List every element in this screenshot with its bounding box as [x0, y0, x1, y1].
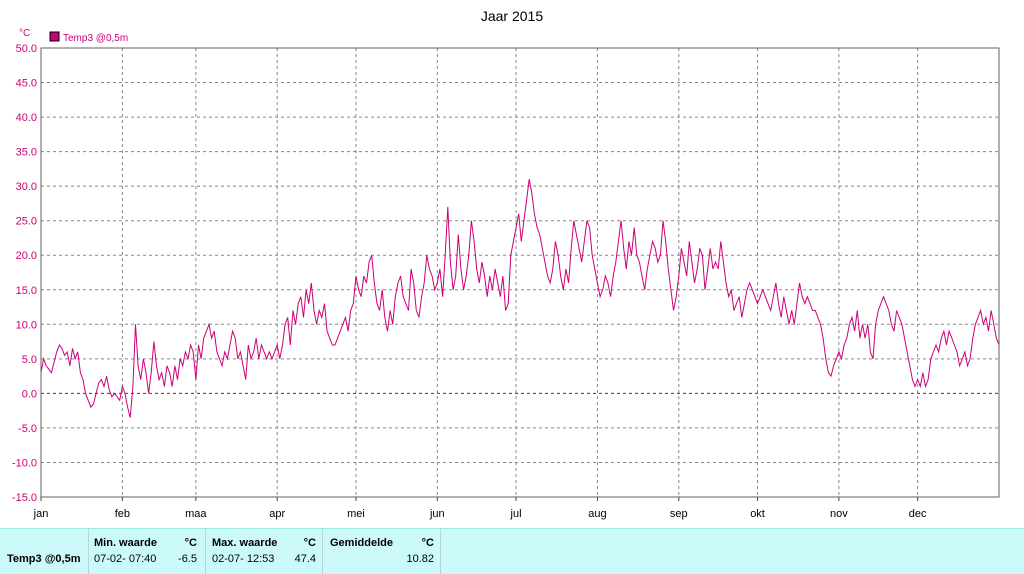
- stats-max-cell: Max. waarde °C 02-07- 12:53 47.4: [206, 529, 323, 574]
- stats-series-cell: Temp3 @0,5m: [0, 529, 89, 574]
- stats-series-label: Temp3 @0,5m: [7, 553, 81, 565]
- y-tick-label: -5.0: [18, 423, 37, 435]
- stats-min-cell: Min. waarde °C 07-02- 07:40 -6.5: [89, 529, 206, 574]
- y-tick-label: 0.0: [22, 388, 37, 400]
- stats-max-value: 47.4: [294, 553, 316, 565]
- x-tick-label: aug: [588, 508, 606, 520]
- y-tick-label: 10.0: [16, 319, 37, 331]
- legend-label[interactable]: Temp3 @0,5m: [63, 33, 128, 44]
- x-tick-label: mei: [347, 508, 365, 520]
- x-tick-label: nov: [830, 508, 848, 520]
- y-tick-label: 20.0: [16, 250, 37, 262]
- stats-min-unit: °C: [184, 537, 197, 549]
- y-tick-label: 40.0: [16, 112, 37, 124]
- plot-area: [40, 47, 1000, 498]
- series-line-temp3[interactable]: [40, 179, 1000, 418]
- statistics-bar: Temp3 @0,5m Min. waarde °C 07-02- 07:40 …: [0, 528, 1024, 574]
- x-tick-label: feb: [115, 508, 130, 520]
- x-tick-label: sep: [670, 508, 688, 520]
- y-tick-label: 25.0: [16, 216, 37, 228]
- x-tick-label: apr: [269, 508, 285, 520]
- stats-avg-cell: Gemiddelde °C 10.82: [323, 529, 441, 574]
- y-tick-label: 45.0: [16, 78, 37, 90]
- y-tick-label: 30.0: [16, 181, 37, 193]
- grid: [41, 48, 999, 497]
- chart-title: Jaar 2015: [481, 8, 543, 24]
- y-tick-label: 15.0: [16, 285, 37, 297]
- y-axis-ticks: 50.0 45.0 40.0 35.0 30.0 25.0 20.0 15.0 10.0 5.0 0…: [12, 43, 37, 504]
- x-tick-label: okt: [750, 508, 765, 520]
- y-tick-label: 35.0: [16, 147, 37, 159]
- legend-swatch: [49, 31, 60, 42]
- x-tick-label: jun: [429, 508, 445, 520]
- x-tick-label: jan: [33, 508, 49, 520]
- x-tick-label: jul: [510, 508, 522, 520]
- y-tick-label: 5.0: [22, 354, 37, 366]
- stats-avg-label: Gemiddelde: [330, 537, 393, 549]
- stats-avg-value: 10.82: [406, 553, 434, 565]
- stats-max-time: 02-07- 12:53: [212, 553, 275, 565]
- stats-max-unit: °C: [303, 537, 316, 549]
- stats-min-time: 07-02- 07:40: [94, 553, 157, 565]
- stats-min-value: -6.5: [178, 553, 197, 565]
- stats-max-label: Max. waarde: [212, 537, 278, 549]
- y-axis-label: °C: [19, 28, 30, 39]
- y-tick-label: -10.0: [12, 457, 37, 469]
- stats-avg-unit: °C: [421, 537, 434, 549]
- x-tick-label: maa: [185, 508, 207, 520]
- y-tick-label: -15.0: [12, 492, 37, 504]
- y-tick-label: 50.0: [16, 43, 37, 55]
- stats-min-label: Min. waarde: [94, 537, 157, 549]
- x-axis-ticks: jan feb maa apr mei jun jul aug sep okt nov dec: [33, 497, 927, 520]
- chart: Jaar 2015 °C Temp3 @0,5m 50.0 45.0 40.0 35.…: [12, 8, 1000, 520]
- x-tick-label: dec: [909, 508, 927, 520]
